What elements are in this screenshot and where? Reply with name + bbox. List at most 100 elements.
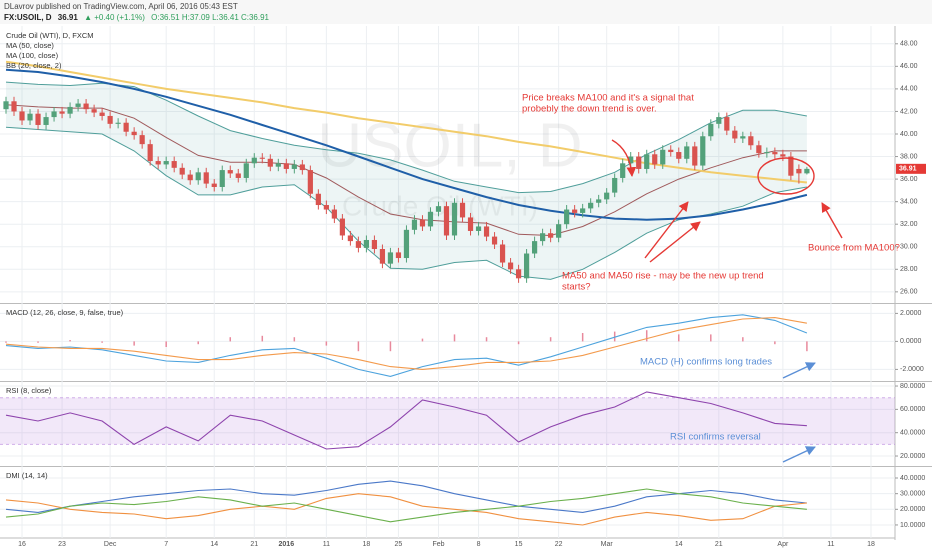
y-tick-label: 48.00 <box>900 41 918 48</box>
candle-body <box>395 252 402 259</box>
plot-layer: 16 23 Dec 7 14 21 2016 11 18 25 Feb 8 15 22 Mar 14 21 Apr… <box>3 31 926 548</box>
candle-body <box>724 117 730 131</box>
last-price-label: 36.91 <box>899 166 917 173</box>
candle-body <box>652 154 658 165</box>
candle-body <box>371 239 378 250</box>
candle-body <box>195 172 201 181</box>
x-tick-label: Mar <box>601 541 614 548</box>
candle-body <box>644 154 650 169</box>
candle-body <box>115 122 121 124</box>
panel-title: Crude Oil (WTI), D, FXCM <box>6 31 94 40</box>
candle-body <box>163 161 169 165</box>
bollinger-fill <box>6 82 807 280</box>
ohlc: O:36.51 H:37.09 L:36.41 C:36.91 <box>151 13 269 22</box>
y-tick-label: 32.00 <box>900 221 918 228</box>
x-tick-label: 14 <box>210 541 218 548</box>
candle-body <box>660 149 666 165</box>
candle-body <box>700 136 706 166</box>
y-tick-label: 44.00 <box>900 86 918 93</box>
y-tick-label: 30.00 <box>900 244 918 251</box>
y-tick-label: 60.0000 <box>900 406 925 413</box>
x-tick-label: 7 <box>164 541 168 548</box>
background-layer <box>0 26 932 540</box>
arrow <box>782 446 816 463</box>
candle-body <box>51 111 57 118</box>
x-tick-label: 18 <box>363 541 371 548</box>
candle-body <box>612 177 618 193</box>
y-tick-label: 20.0000 <box>900 453 925 460</box>
x-tick-label: 16 <box>18 541 26 548</box>
y-tick-label: 20.0000 <box>900 506 925 513</box>
candle-body <box>3 101 9 110</box>
y-tick-label: 80.0000 <box>900 383 925 390</box>
candle-body <box>756 145 762 154</box>
candle-body <box>19 111 25 121</box>
candle-body <box>443 206 450 236</box>
candle-body <box>788 156 794 176</box>
x-tick-label: 18 <box>867 541 875 548</box>
indicator-line <box>5 317 807 370</box>
y-tick-label: 30.0000 <box>900 491 925 498</box>
annotation: Price breaks MA100 and it's a signal tha… <box>522 93 694 104</box>
candle-body <box>572 209 578 213</box>
candle-body <box>387 252 394 264</box>
candle-body <box>475 226 482 231</box>
candle-body <box>556 224 562 238</box>
indicator-line <box>5 314 808 377</box>
candle-body <box>684 146 690 159</box>
candle-body <box>91 109 97 113</box>
candle-body <box>580 208 586 213</box>
candle-body <box>331 209 337 219</box>
x-tick-label: 21 <box>250 541 258 548</box>
panel-title: DMI (14, 14) <box>6 471 48 480</box>
y-tick-label: -2.0000 <box>900 366 924 373</box>
x-tick-label: 21 <box>715 541 723 548</box>
candle-body <box>107 115 113 124</box>
candle-body <box>43 117 49 125</box>
bollinger-basis <box>5 104 807 237</box>
x-tick-label: 14 <box>675 541 683 548</box>
candle-body <box>219 170 225 187</box>
highlight-ellipse <box>757 157 815 195</box>
annotation: probebly the down trend is over. <box>522 104 657 115</box>
candle-body <box>131 131 137 136</box>
candle-body <box>11 101 17 112</box>
y-tick-label: 2.0000 <box>900 310 922 317</box>
candle-body <box>203 172 209 184</box>
y-tick-label: 26.00 <box>900 289 918 296</box>
candle-body <box>548 233 554 238</box>
candle-body <box>179 167 185 175</box>
candle-body <box>596 199 602 203</box>
candle-body <box>515 269 522 279</box>
candle-body <box>636 156 642 169</box>
candle-body <box>740 136 746 139</box>
arrow <box>782 362 816 379</box>
candle-body <box>467 217 474 231</box>
candle-body <box>211 183 217 187</box>
candle-body <box>275 163 281 167</box>
candle-body <box>75 103 81 107</box>
candle-body <box>499 244 506 263</box>
x-tick-label: 8 <box>477 541 481 548</box>
candle-body <box>291 164 297 169</box>
candle-body <box>299 164 305 171</box>
x-tick-label: Feb <box>432 541 444 548</box>
author-line: DLavrov published on TradingView.com, Ap… <box>4 2 238 11</box>
annotation: MA50 and MA50 rise - may be the new up t… <box>562 271 764 282</box>
arrow <box>821 202 843 239</box>
candle-body <box>427 211 434 227</box>
y-tick-label: 40.00 <box>900 131 918 138</box>
indicator-line <box>5 493 807 526</box>
candle-body <box>668 149 674 153</box>
indicator-line <box>5 488 807 523</box>
candle-body <box>171 161 177 168</box>
candle-body <box>620 163 626 178</box>
candle-body <box>323 205 329 210</box>
candle-body <box>796 168 802 174</box>
annotation: starts? <box>562 282 591 293</box>
candle-body <box>235 173 241 178</box>
candle-body <box>339 218 345 236</box>
candle-body <box>540 233 546 242</box>
